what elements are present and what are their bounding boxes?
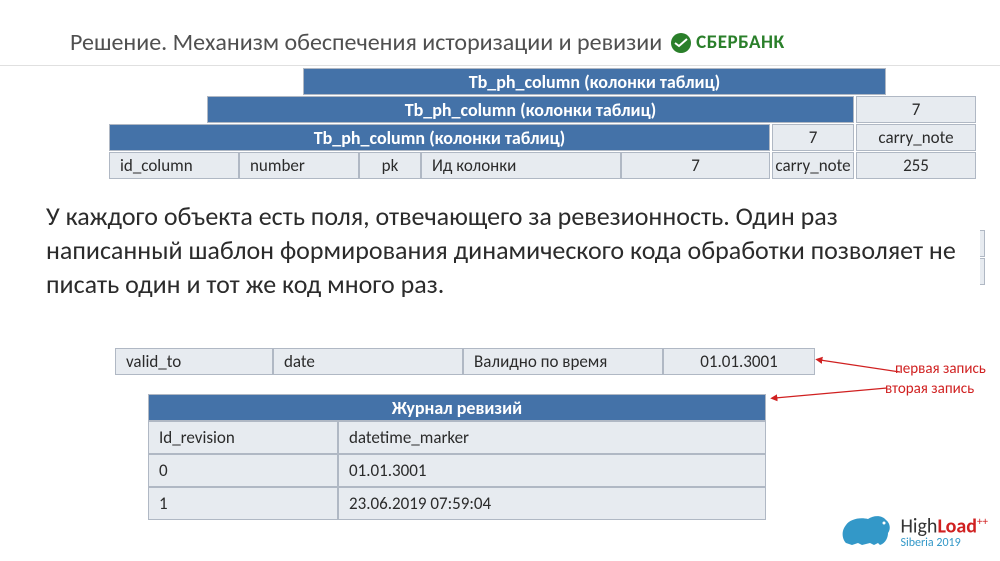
- table-cell: 255: [856, 152, 976, 179]
- journal-header: Журнал ревизий: [148, 394, 766, 421]
- table-cell: number: [239, 152, 359, 179]
- table-cell: 23.06.2019 07:59:04: [338, 487, 766, 520]
- valid-to-row: valid_to date Валидно по время 01.01.300…: [115, 348, 815, 375]
- table-cell: carry_note: [772, 152, 854, 179]
- table-cell: Валидно по время: [463, 348, 663, 375]
- sberbank-logo: СБЕРБАНК: [670, 31, 785, 54]
- arrow-second: [767, 378, 897, 408]
- table-cell: Id_revision: [148, 421, 338, 454]
- table-cell: pk: [359, 152, 421, 179]
- table-header-mid: Tb_ph_column (колонки таблиц): [207, 96, 854, 123]
- table-cell: 01.01.3001: [663, 348, 815, 375]
- slide-title: Решение. Механизм обеспечения историзаци…: [70, 28, 662, 57]
- table-cell: id_column: [109, 152, 239, 179]
- highload-label: HighLoad++ Siberia 2019: [900, 516, 988, 549]
- table-header-front: Tb_ph_column (колонки таблиц): [109, 124, 770, 151]
- bear-icon: [838, 505, 894, 549]
- title-divider: [0, 65, 1000, 66]
- table-cell: 1: [148, 487, 338, 520]
- sberbank-icon: [670, 32, 692, 54]
- body-paragraph: У каждого объекта есть поля, отвечающего…: [46, 200, 980, 301]
- table-cell: 7: [621, 152, 770, 179]
- annotation-second: вторая запись: [885, 380, 974, 398]
- table-header-back: Tb_ph_column (колонки таблиц): [303, 68, 886, 95]
- table-cell: Ид колонки: [421, 152, 621, 179]
- table-cell: valid_to: [115, 348, 273, 375]
- table-row-front: id_column number pk Ид колонки 7: [109, 152, 770, 179]
- slide-title-row: Решение. Механизм обеспечения историзаци…: [70, 28, 980, 57]
- table-row: Id_revision datetime_marker: [148, 421, 766, 454]
- table-cell: date: [273, 348, 463, 375]
- table-row: 1 23.06.2019 07:59:04: [148, 487, 766, 520]
- journal-table: Журнал ревизий Id_revision datetime_mark…: [148, 394, 766, 520]
- table-row: 0 01.01.3001: [148, 454, 766, 487]
- table-cell: datetime_marker: [338, 421, 766, 454]
- footer-branding: HighLoad++ Siberia 2019: [838, 505, 988, 549]
- sberbank-label: СБЕРБАНК: [696, 31, 785, 54]
- table-cell: 0: [148, 454, 338, 487]
- table-cell: 7: [772, 124, 854, 151]
- annotation-first: первая запись: [895, 360, 986, 378]
- table-cell: 01.01.3001: [338, 454, 766, 487]
- table-cell: carry_note: [856, 124, 976, 151]
- table-cell: 7: [856, 96, 976, 123]
- footer-plus: ++: [977, 515, 988, 528]
